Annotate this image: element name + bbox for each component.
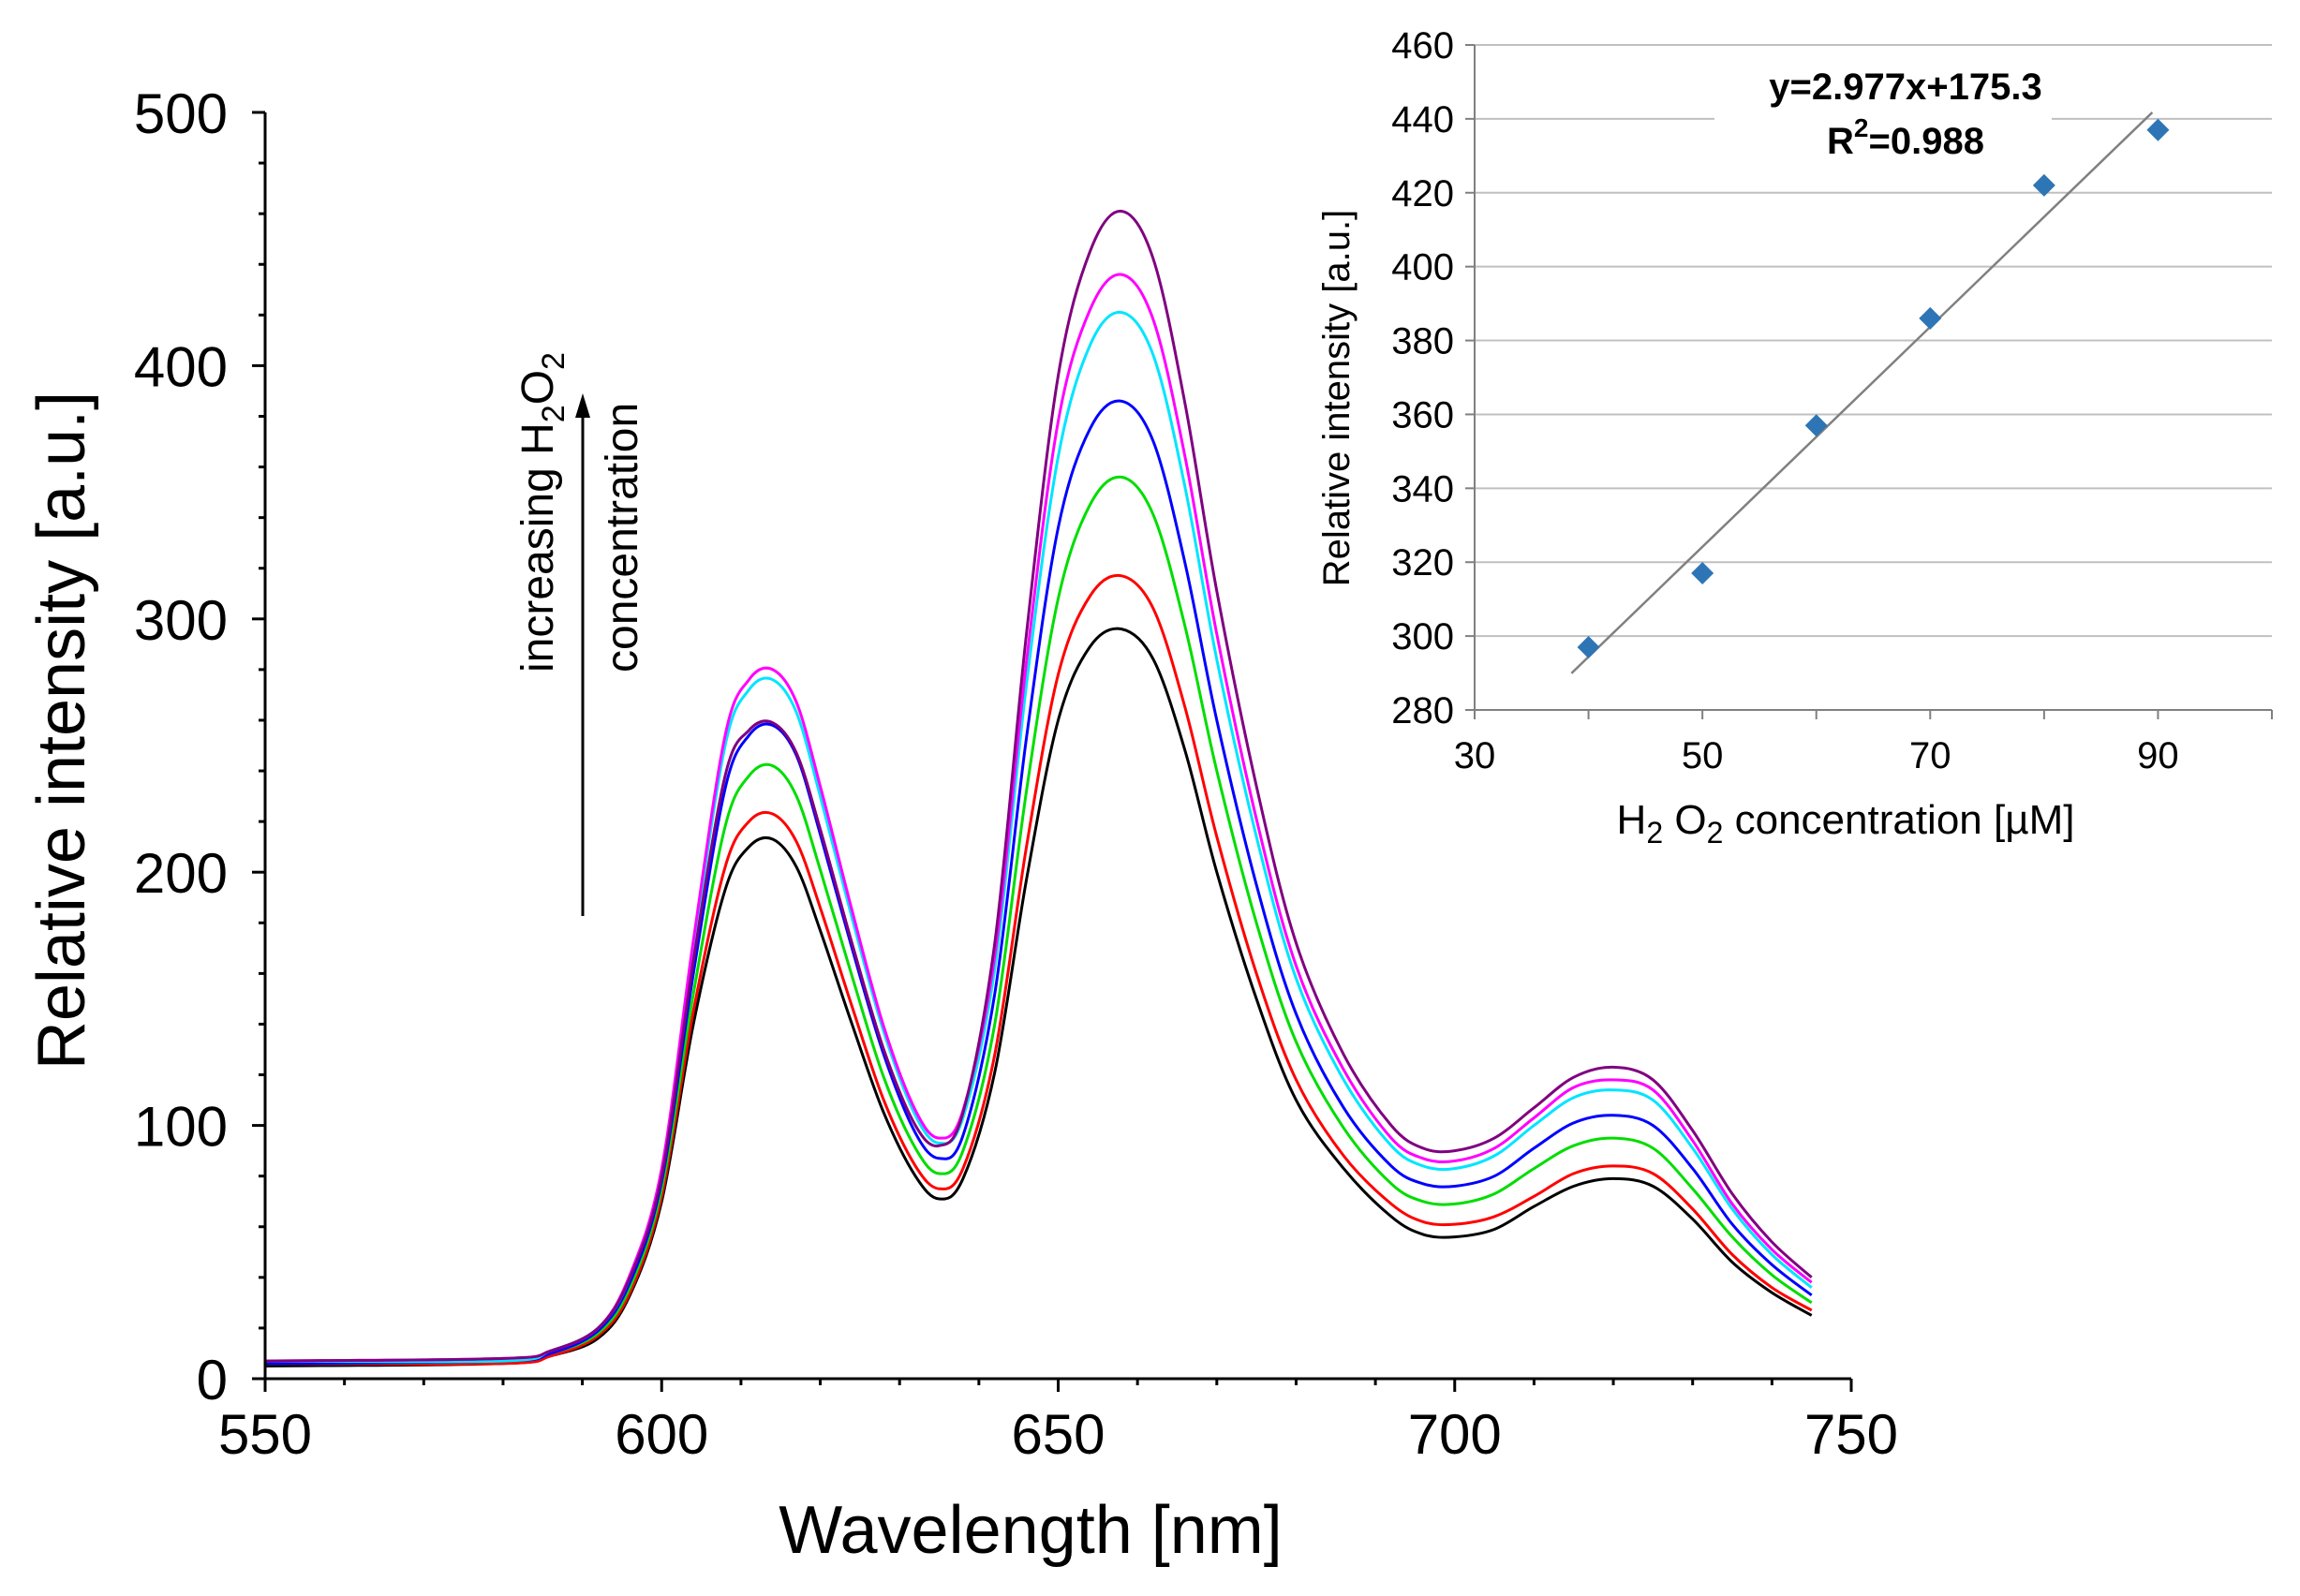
inset-points-group xyxy=(1577,118,2170,658)
spectrum-line-5 xyxy=(264,311,1813,1364)
inset-data-point xyxy=(1691,562,1714,585)
y-tick-label: 300 xyxy=(134,589,228,652)
inset-xlabel-h: H xyxy=(1617,797,1647,843)
r-squared-value: =0.988 xyxy=(1869,121,1984,162)
spectrum-line-2 xyxy=(264,573,1813,1366)
spectrum-chart: 0 100 200 300 400 500 550 600 650 700 750 Wavelen… xyxy=(24,82,1898,1568)
inset-y-tick-label: 360 xyxy=(1391,394,1454,436)
inset-y-tick-label: 460 xyxy=(1391,25,1454,66)
inset-xlabel-sub1: 2 xyxy=(1646,816,1663,850)
inset-data-point xyxy=(1804,414,1828,437)
inset-data-point xyxy=(1577,635,1600,658)
annotation-mid: O xyxy=(513,370,563,405)
spectrum-line-1 xyxy=(264,627,1813,1367)
inset-y-axis-label: Relative intensity [a.u.] xyxy=(1316,210,1358,586)
inset-fit-line-group xyxy=(1570,111,2154,674)
annotation-sub1: 2 xyxy=(536,405,571,422)
r-squared: R2=0.988 xyxy=(1827,113,1984,162)
r-squared-sup: 2 xyxy=(1854,113,1869,142)
inset-x-tick-label: 90 xyxy=(2137,735,2179,776)
inset-y-tick-label: 300 xyxy=(1391,616,1454,658)
inset-x-axis-label: H2 O2 concentration [µM] xyxy=(1617,797,2075,850)
inset-y-tick-label: 400 xyxy=(1391,247,1454,288)
x-axis-label: Wavelength [nm] xyxy=(779,1493,1283,1568)
y-tick-label: 500 xyxy=(134,82,228,145)
annotation-line2: concentration xyxy=(598,403,647,672)
inset-xlabel-rest: concentration [µM] xyxy=(1723,797,2074,843)
y-axis-label: Relative intensity [a.u.] xyxy=(24,392,99,1070)
inset-data-point xyxy=(1919,306,1942,330)
inset-y-tick-labels: 280 300 320 340 360 380 400 420 440 460 xyxy=(1391,25,1454,732)
spectrum-series-group xyxy=(264,209,1813,1367)
inset-y-tick-label: 340 xyxy=(1391,468,1454,510)
y-tick-labels: 0 100 200 300 400 500 xyxy=(134,82,228,1411)
x-tick-labels: 550 600 650 700 750 xyxy=(218,1403,1898,1466)
y-tick-label: 0 xyxy=(197,1349,228,1411)
annotation-prefix: increasing H xyxy=(513,422,563,672)
inset-data-point xyxy=(2032,173,2055,197)
inset-data-point xyxy=(2146,118,2170,141)
inset-gridlines xyxy=(1475,44,2272,638)
inset-y-tick-label: 440 xyxy=(1391,99,1454,140)
spectrum-line-3 xyxy=(264,475,1813,1366)
inset-y-tick-label: 420 xyxy=(1391,173,1454,214)
inset-y-tick-label: 380 xyxy=(1391,321,1454,362)
spectrum-line-4 xyxy=(264,399,1813,1366)
spectrum-line-7 xyxy=(264,209,1813,1363)
inset-y-tick-label: 320 xyxy=(1391,542,1454,584)
y-tick-label: 400 xyxy=(134,335,228,398)
annotation-line1: increasing H2O2 xyxy=(513,352,571,672)
inset-fit-line xyxy=(1570,111,2154,674)
spectrum-line-6 xyxy=(264,273,1813,1363)
axis-ticks xyxy=(252,111,1853,1392)
inset-x-tick-label: 70 xyxy=(1909,735,1951,776)
x-tick-label: 550 xyxy=(218,1403,312,1466)
y-tick-label: 200 xyxy=(134,842,228,905)
concentration-annotation: increasing H2O2 concentration xyxy=(513,352,647,916)
annotation-sub2: 2 xyxy=(536,352,571,370)
inset-x-tick-label: 30 xyxy=(1454,735,1496,776)
x-tick-label: 600 xyxy=(615,1403,708,1466)
annotation-arrow-head xyxy=(575,393,590,418)
inset-xlabel-sub2: 2 xyxy=(1707,816,1724,850)
equation-box xyxy=(1714,58,2052,167)
x-tick-label: 750 xyxy=(1804,1403,1898,1466)
inset-xlabel-o: O xyxy=(1663,797,1706,843)
inset-x-tick-label: 50 xyxy=(1682,735,1724,776)
inset-axis-ticks xyxy=(1465,44,2273,719)
fit-equation: y=2.977x+175.3 xyxy=(1769,66,2041,108)
inset-x-tick-labels: 30 50 70 90 xyxy=(1454,735,2179,776)
y-tick-label: 100 xyxy=(134,1096,228,1159)
r-squared-r: R xyxy=(1827,121,1854,162)
inset-y-tick-label: 280 xyxy=(1391,690,1454,732)
x-tick-label: 700 xyxy=(1408,1403,1502,1466)
x-tick-label: 650 xyxy=(1011,1403,1105,1466)
